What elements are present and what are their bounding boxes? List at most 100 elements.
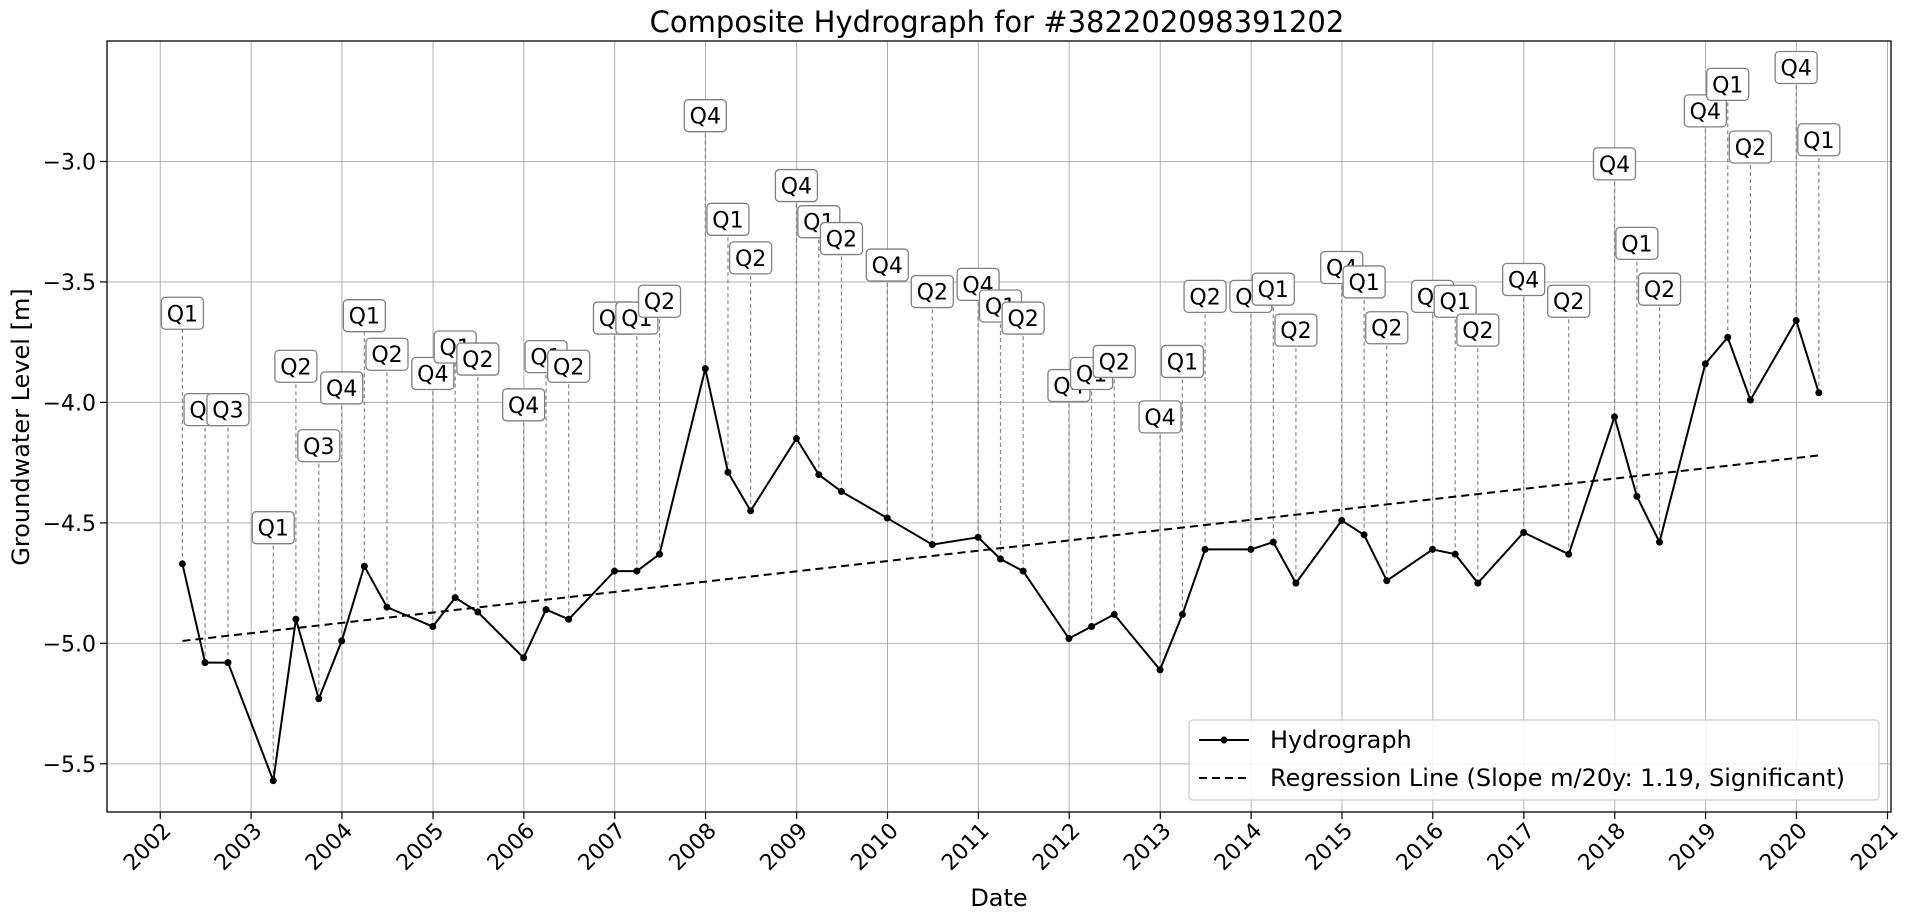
x-tick-label: 2015 (1301, 819, 1358, 876)
data-point (1815, 389, 1823, 397)
quarter-annotation: Q2 (1637, 272, 1682, 306)
annotation-label: Q3 (212, 399, 243, 424)
x-tick-label: 2011 (937, 819, 994, 876)
data-point (792, 435, 800, 443)
x-tick-label: 2021 (1846, 819, 1903, 876)
annotation-label: Q2 (1280, 319, 1311, 344)
annotation-box (1138, 400, 1182, 434)
hydrograph-points (178, 316, 1823, 785)
quarter-annotation: Q2 (547, 349, 591, 383)
annotation-label: Q2 (1099, 350, 1130, 375)
data-point (1610, 413, 1618, 421)
x-tick-label: 2012 (1028, 819, 1085, 876)
annotation-label: Q1 (349, 305, 380, 330)
quarter-annotation: Q2 (1728, 130, 1773, 164)
quarter-annotation: Q1 (706, 202, 750, 236)
quarter-annotation: Q1 (1797, 123, 1841, 157)
quarter-annotation: Q4 (1683, 94, 1727, 128)
annotation-box (637, 284, 682, 318)
quarter-annotation: Q1 (1433, 284, 1477, 318)
x-tick-label: 2005 (392, 819, 449, 876)
data-point (360, 562, 368, 570)
annotation-box (206, 392, 250, 427)
x-tick-label: 2020 (1755, 819, 1812, 876)
data-point (1633, 492, 1641, 500)
x-tick-label: 2018 (1574, 819, 1631, 876)
annotation-box (1183, 279, 1227, 314)
data-point (815, 471, 823, 479)
annotation-label: Q3 (303, 435, 334, 460)
annotation-label: Q4 (1144, 406, 1175, 431)
x-tick-label: 2003 (210, 819, 267, 876)
data-point (1088, 622, 1096, 630)
quarter-annotation: Q2 (1183, 279, 1227, 314)
data-point (565, 615, 573, 623)
annotation-label: Q2 (1007, 307, 1038, 332)
quarter-annotation: Q2 (1001, 301, 1045, 335)
x-tick-label: 2013 (1119, 819, 1176, 876)
data-point (1338, 516, 1346, 524)
annotation-label: Q2 (462, 348, 493, 373)
data-point (178, 560, 186, 568)
annotation-label: Q2 (826, 228, 857, 253)
annotation-box (297, 429, 341, 463)
quarter-annotation: Q2 (1365, 311, 1409, 345)
annotation-box (683, 99, 727, 133)
annotation-label: Q4 (508, 394, 539, 419)
annotation-label: Q1 (1440, 290, 1471, 315)
annotation-label: Q1 (1167, 350, 1198, 375)
annotation-label: Q4 (1690, 100, 1721, 125)
annotation-label: Q4 (1508, 269, 1539, 294)
annotation-box (1797, 123, 1841, 157)
y-axis-ticks: −5.5 −5.0 −4.5 −4.0 −3.5 −3.0 (43, 150, 107, 778)
annotation-box (501, 388, 546, 422)
data-point (1520, 529, 1528, 537)
annotation-box (1706, 67, 1750, 102)
annotation-box (1251, 272, 1295, 306)
quarter-annotation: Q1 (1160, 344, 1205, 379)
annotation-label: Q1 (1348, 271, 1379, 296)
data-point (656, 550, 664, 558)
chart-title: Composite Hydrograph for #38220209839120… (650, 5, 1345, 39)
data-point (269, 777, 277, 785)
quarter-annotation: Q4 (683, 99, 727, 133)
annotation-box (910, 274, 954, 309)
x-tick-label: 2004 (301, 819, 358, 876)
data-point (633, 567, 641, 575)
quarter-annotation: Q2 (274, 349, 318, 383)
annotation-label: Q4 (781, 175, 812, 200)
annotation-box (706, 202, 750, 236)
quarter-annotation: Q4 (774, 168, 819, 203)
data-point (1565, 550, 1573, 558)
annotation-box (365, 337, 409, 371)
annotation-label: Q2 (280, 355, 311, 380)
annotation-box (728, 241, 773, 275)
data-point (928, 541, 936, 549)
annotation-box (1001, 301, 1045, 335)
annotation-label: Q4 (1599, 153, 1630, 178)
annotation-box (342, 299, 386, 333)
data-point (1110, 610, 1118, 618)
data-point (1156, 666, 1164, 674)
data-point (724, 468, 732, 476)
quarter-annotation: Q1 (160, 296, 205, 330)
data-point (429, 622, 437, 630)
annotation-box (274, 349, 318, 383)
data-point (1746, 396, 1754, 404)
quarter-annotation: Q3 (297, 429, 341, 463)
data-point (520, 654, 528, 662)
x-axis-ticks: 2002 2003 2004 2005 2006 2007 2008 2009 2010 2011… (119, 812, 1904, 876)
quarter-annotation: Q2 (1092, 344, 1136, 379)
quarter-annotation: Q1 (251, 511, 295, 545)
data-point (474, 608, 482, 616)
data-point (837, 488, 845, 496)
data-point (610, 567, 618, 575)
quarter-annotation: Q2 (910, 274, 954, 309)
data-point (996, 555, 1004, 563)
annotation-box (547, 349, 591, 383)
quarter-annotation: Q1 (342, 299, 386, 333)
legend-hydrograph-label: Hydrograph (1270, 726, 1412, 754)
annotation-label: Q2 (1735, 136, 1766, 161)
data-point (1792, 316, 1800, 324)
annotation-label: Q2 (917, 281, 948, 306)
